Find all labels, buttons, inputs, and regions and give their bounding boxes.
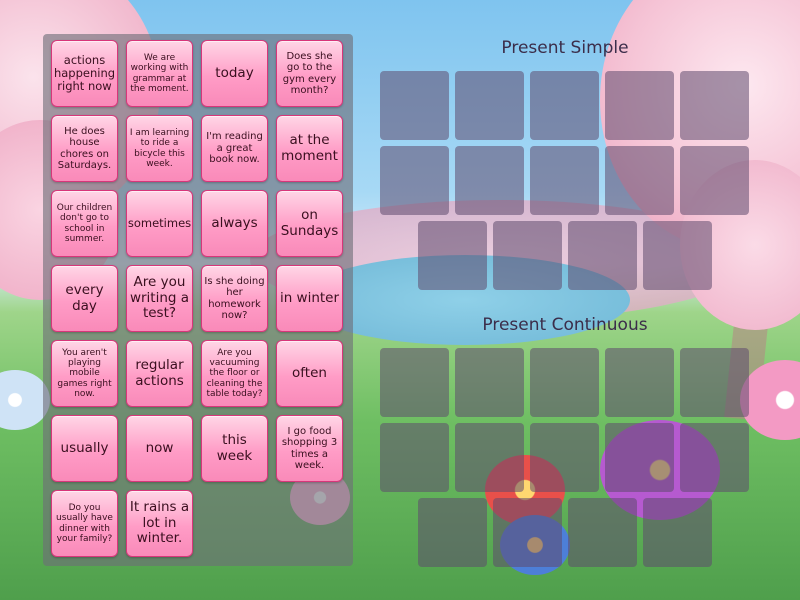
word-card[interactable]: Are you writing a test? — [126, 265, 193, 332]
answer-slot[interactable] — [605, 348, 674, 417]
word-card-label: I am learning to ride a bicycle this wee… — [129, 127, 190, 169]
word-card-label: actions happening right now — [53, 52, 116, 94]
answer-slot[interactable] — [455, 146, 524, 215]
word-card-label: often — [292, 364, 327, 381]
card-tray: actions happening right now We are workin… — [43, 34, 353, 566]
word-card[interactable]: We are working with grammar at the momen… — [126, 40, 193, 107]
answer-slot[interactable] — [643, 498, 712, 567]
word-card-label: usually — [60, 439, 109, 456]
word-card-label: sometimes — [127, 215, 192, 230]
word-card[interactable]: now — [126, 415, 193, 482]
word-card[interactable]: actions happening right now — [51, 40, 118, 107]
answer-slot[interactable] — [493, 498, 562, 567]
answer-slot[interactable] — [455, 71, 524, 140]
answer-slot[interactable] — [680, 146, 749, 215]
answer-slot[interactable] — [530, 423, 599, 492]
word-card[interactable]: It rains a lot in winter. — [126, 490, 193, 557]
word-card-label: Are you writing a test? — [129, 274, 190, 322]
answer-slot[interactable] — [680, 423, 749, 492]
word-card-label: Do you usually have dinner with your fam… — [56, 502, 113, 544]
word-card[interactable]: regular actions — [126, 340, 193, 407]
answer-slot[interactable] — [530, 348, 599, 417]
word-card-label: at the moment — [281, 131, 338, 164]
word-card[interactable]: Do you usually have dinner with your fam… — [51, 490, 118, 557]
group-title-present-continuous: Present Continuous — [482, 315, 648, 335]
answer-slot[interactable] — [380, 423, 449, 492]
word-card-label: in winter — [279, 289, 340, 306]
answer-slot[interactable] — [530, 146, 599, 215]
word-card[interactable]: I am learning to ride a bicycle this wee… — [126, 115, 193, 182]
word-card[interactable]: at the moment — [276, 115, 343, 182]
word-card-label: It rains a lot in winter. — [129, 499, 190, 547]
answer-slot[interactable] — [455, 423, 524, 492]
word-card[interactable]: often — [276, 340, 343, 407]
answer-slot[interactable] — [418, 221, 487, 290]
answer-slot[interactable] — [530, 71, 599, 140]
answer-slot[interactable] — [455, 348, 524, 417]
answer-slot[interactable] — [418, 498, 487, 567]
word-card[interactable]: today — [201, 40, 268, 107]
word-card[interactable]: I go food shopping 3 times a week. — [276, 415, 343, 482]
word-card-label: He does house chores on Saturdays. — [57, 125, 112, 172]
word-card[interactable]: usually — [51, 415, 118, 482]
word-card-label: You aren't playing mobile games right no… — [57, 347, 112, 400]
word-card-label: I go food shopping 3 times a week. — [281, 425, 338, 472]
answer-slot[interactable] — [605, 423, 674, 492]
word-card-label: I'm reading a great book now. — [206, 131, 263, 166]
word-card-label: Does she go to the gym every month? — [282, 50, 337, 97]
word-card-label: regular actions — [135, 356, 184, 389]
word-card-label: always — [211, 214, 258, 231]
word-card-label: Are you vacuuming the floor or cleaning … — [206, 347, 263, 400]
word-card[interactable]: sometimes — [126, 190, 193, 257]
word-card[interactable]: on Sundays — [276, 190, 343, 257]
word-card[interactable]: Is she doing her homework now? — [201, 265, 268, 332]
answer-slot[interactable] — [380, 348, 449, 417]
answer-slot[interactable] — [493, 221, 562, 290]
word-card-label: on Sundays — [280, 206, 339, 239]
word-card[interactable]: every day — [51, 265, 118, 332]
answer-slot[interactable] — [680, 71, 749, 140]
word-card[interactable]: You aren't playing mobile games right no… — [51, 340, 118, 407]
answer-slot[interactable] — [680, 348, 749, 417]
word-card[interactable]: He does house chores on Saturdays. — [51, 115, 118, 182]
answer-slot[interactable] — [605, 146, 674, 215]
word-card-label: now — [145, 439, 174, 456]
answer-slot[interactable] — [380, 146, 449, 215]
answer-slot[interactable] — [568, 221, 637, 290]
word-card[interactable]: Are you vacuuming the floor or cleaning … — [201, 340, 268, 407]
word-card[interactable]: this week — [201, 415, 268, 482]
word-card-label: We are working with grammar at the momen… — [130, 52, 189, 94]
word-card[interactable]: always — [201, 190, 268, 257]
word-card-label: today — [215, 64, 254, 81]
answer-slot[interactable] — [380, 71, 449, 140]
word-card-label: this week — [216, 431, 253, 464]
word-card[interactable]: I'm reading a great book now. — [201, 115, 268, 182]
answer-slot[interactable] — [643, 221, 712, 290]
word-card-label: Is she doing her homework now? — [204, 275, 265, 322]
group-title-present-simple: Present Simple — [501, 38, 629, 58]
word-card-label: Our children don't go to school in summe… — [56, 202, 113, 244]
word-card[interactable]: Does she go to the gym every month? — [276, 40, 343, 107]
answer-slot[interactable] — [605, 71, 674, 140]
word-card-label: every day — [65, 281, 104, 314]
word-card[interactable]: Our children don't go to school in summe… — [51, 190, 118, 257]
word-card[interactable]: in winter — [276, 265, 343, 332]
answer-slot[interactable] — [568, 498, 637, 567]
